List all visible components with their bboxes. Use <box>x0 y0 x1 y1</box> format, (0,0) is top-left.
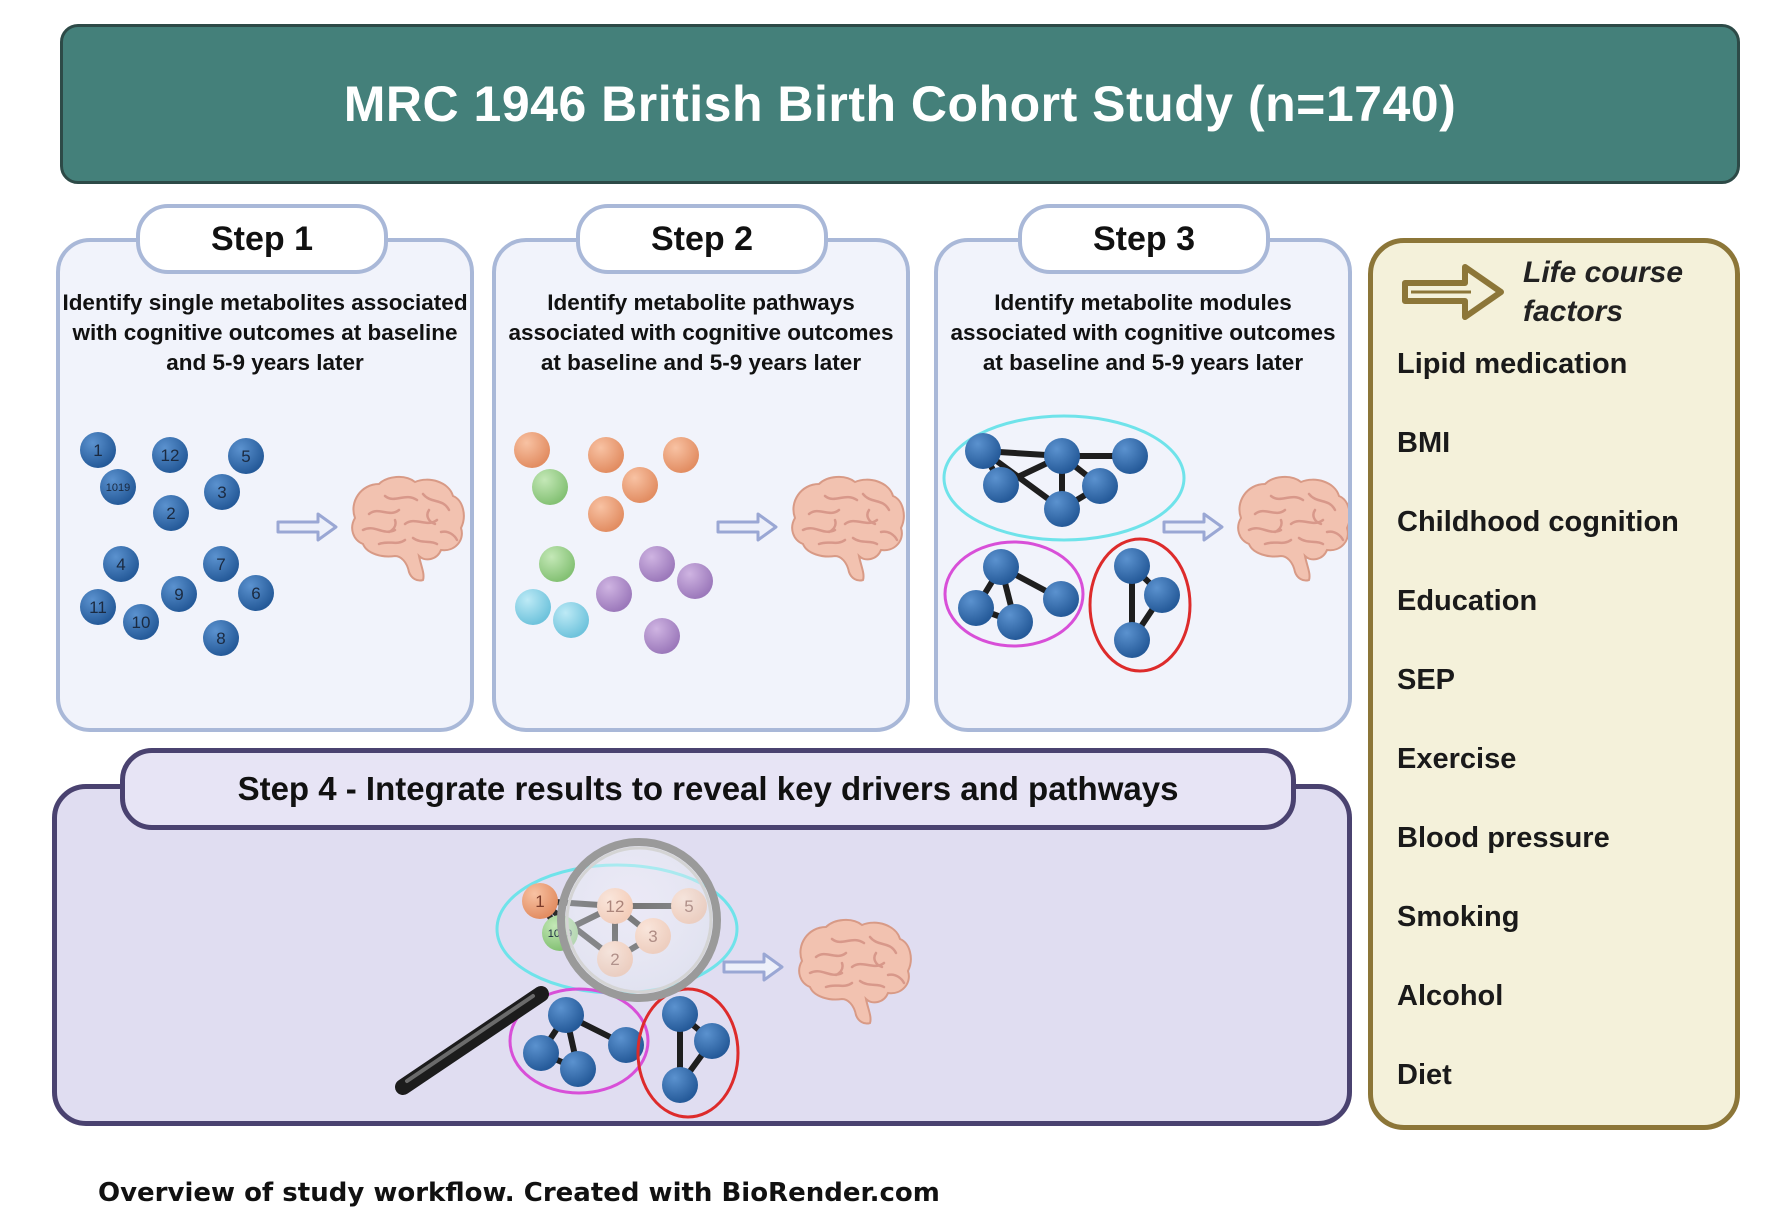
step-2-description: Identify metabolite pathways associated … <box>508 290 894 375</box>
magnifying-glass-icon <box>395 838 721 1095</box>
brain-icon <box>350 475 466 582</box>
svg-text:9: 9 <box>174 585 183 604</box>
svg-text:3: 3 <box>217 483 226 502</box>
step-3-panel: Identify metabolite modules associated w… <box>934 238 1352 732</box>
step-1-description: Identify single metabolites associated w… <box>62 290 468 375</box>
svg-text:2: 2 <box>166 504 175 523</box>
arrow-right-icon <box>276 512 338 542</box>
factor-bmi: BMI <box>1397 427 1451 459</box>
factor-alcohol: Alcohol <box>1397 980 1504 1012</box>
svg-text:7: 7 <box>216 555 225 574</box>
pathway-nodes <box>514 432 713 654</box>
svg-text:11: 11 <box>89 598 107 617</box>
brain-icon <box>797 918 913 1025</box>
factor-childhood-cognition: Childhood cognition <box>1397 506 1679 538</box>
factor-smoking: Smoking <box>1397 901 1520 933</box>
svg-text:1: 1 <box>93 441 102 460</box>
step-3-label: Step 3 <box>1018 204 1270 274</box>
module-red <box>636 987 740 1119</box>
step-2-pathways <box>514 432 906 654</box>
svg-text:12: 12 <box>161 446 180 465</box>
factor-blood-pressure: Blood pressure <box>1397 822 1610 854</box>
step-1-label: Step 1 <box>136 204 388 274</box>
step-3-modules <box>942 414 1348 673</box>
step-4-panel: 1 12 5 1019 3 2 <box>52 784 1352 1126</box>
step-1-panel: Identify single metabolites associated w… <box>56 238 474 732</box>
svg-text:4: 4 <box>116 555 125 574</box>
svg-text:8: 8 <box>216 629 225 648</box>
factor-diet: Diet <box>1397 1059 1452 1091</box>
module-magenta <box>943 540 1085 648</box>
arrow-right-icon <box>1162 512 1224 542</box>
life-course-panel: Life course factors Lipid medication BMI… <box>1368 238 1740 1130</box>
module-red <box>1088 537 1192 673</box>
header-banner: MRC 1946 British Birth Cohort Study (n=1… <box>60 24 1740 184</box>
svg-text:10: 10 <box>132 613 151 632</box>
page-title: MRC 1946 British Birth Cohort Study (n=1… <box>343 76 1457 132</box>
module-cyan <box>942 414 1186 542</box>
step-2-panel: Identify metabolite pathways associated … <box>492 238 910 732</box>
step-3-description: Identify metabolite modules associated w… <box>950 290 1336 375</box>
step-2-label: Step 2 <box>576 204 828 274</box>
step-4-integration: 1 12 5 1019 3 2 <box>395 838 913 1119</box>
step-4-label: Step 4 - Integrate results to reveal key… <box>120 748 1296 830</box>
figure-caption: Overview of study workflow. Created with… <box>98 1178 940 1208</box>
factor-sep: SEP <box>1397 664 1456 696</box>
brain-icon <box>1236 475 1348 582</box>
factor-lipid-medication: Lipid medication <box>1397 348 1628 380</box>
factor-exercise: Exercise <box>1397 743 1517 775</box>
brain-icon <box>790 475 906 582</box>
step-1-metabolites: 1 12 5 1019 3 2 4 7 9 6 11 10 8 <box>80 432 466 656</box>
arrow-right-icon <box>722 952 784 982</box>
svg-text:1019: 1019 <box>106 482 130 494</box>
factor-education: Education <box>1397 585 1538 617</box>
arrow-right-icon <box>716 512 778 542</box>
svg-text:6: 6 <box>251 584 260 603</box>
svg-text:5: 5 <box>241 447 250 466</box>
svg-text:1: 1 <box>535 892 544 911</box>
module-magenta <box>508 987 650 1095</box>
life-course-title: Life course factors <box>1523 256 1684 328</box>
metabolite-nodes: 1 12 5 1019 3 2 4 7 9 6 11 10 8 <box>80 432 274 656</box>
arrow-right-icon <box>1402 264 1504 320</box>
